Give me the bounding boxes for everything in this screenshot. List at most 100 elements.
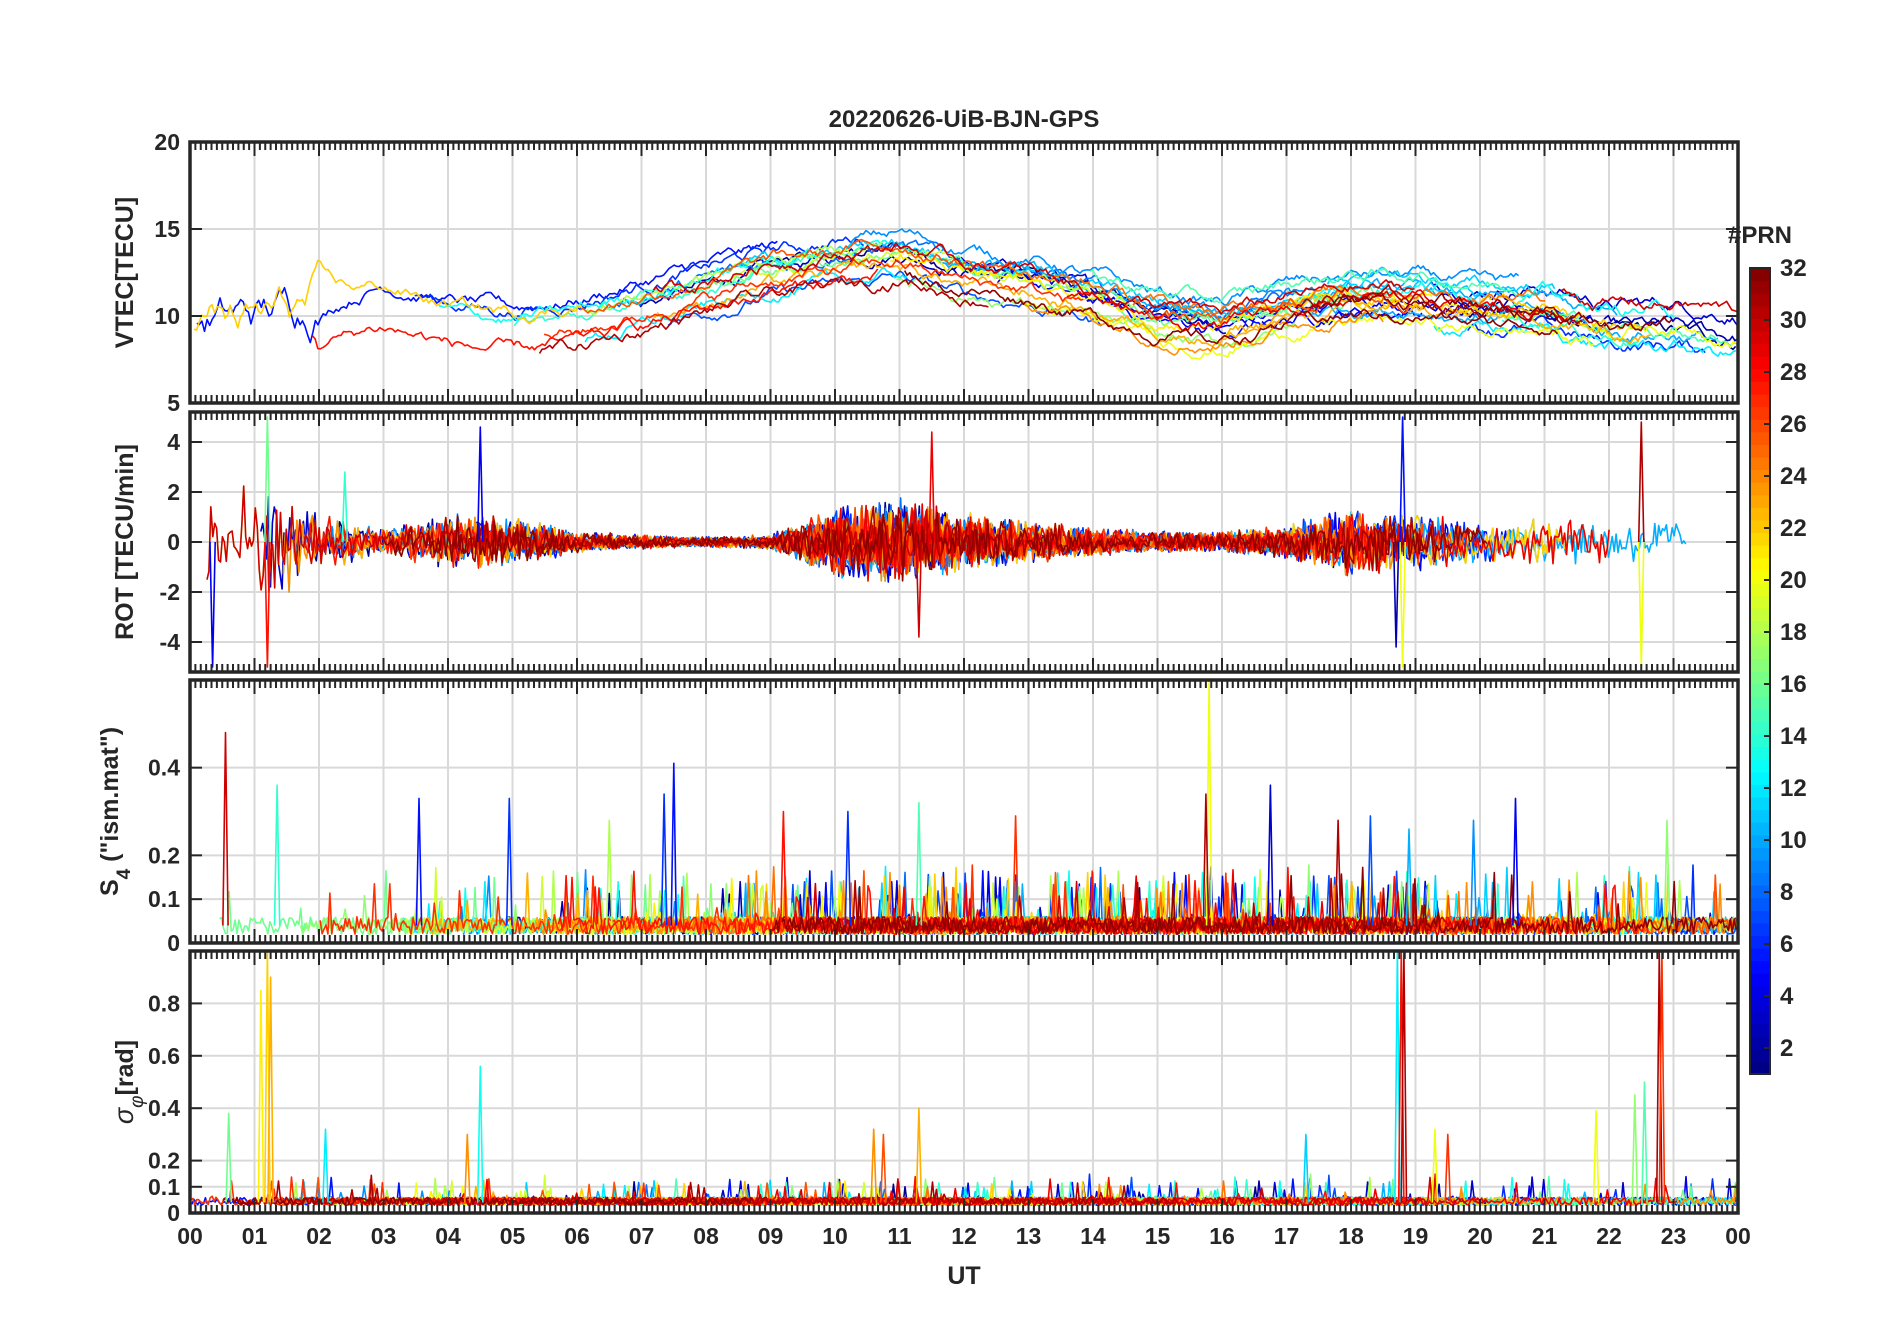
colorbar-tick-label: 30 bbox=[1780, 307, 1807, 334]
x-tick-label: 02 bbox=[306, 1223, 332, 1249]
y-tick-label: 15 bbox=[154, 216, 180, 242]
colorbar-tick-label: 20 bbox=[1780, 567, 1807, 594]
x-tick-label: 07 bbox=[629, 1223, 655, 1249]
x-tick-label: 08 bbox=[693, 1223, 719, 1249]
colorbar-step bbox=[1750, 582, 1770, 597]
peak-1 bbox=[267, 976, 274, 1203]
colorbar-step bbox=[1750, 368, 1770, 382]
colorbar-step bbox=[1750, 733, 1770, 748]
series-prn-15 bbox=[1089, 268, 1527, 304]
grid bbox=[190, 951, 1738, 1213]
x-tick-label: 21 bbox=[1532, 1223, 1558, 1249]
colorbar-step bbox=[1750, 771, 1770, 785]
peak-10 bbox=[844, 810, 852, 926]
colorbar-step bbox=[1750, 469, 1770, 483]
series-prn-30-b bbox=[1561, 288, 1738, 313]
colorbar-step bbox=[1750, 532, 1770, 546]
colorbar-step bbox=[1750, 608, 1770, 622]
y-tick-label: 0 bbox=[167, 529, 180, 555]
colorbar-step bbox=[1750, 658, 1770, 672]
series-prn-32 bbox=[222, 1196, 753, 1206]
peak-1 bbox=[264, 541, 271, 668]
colorbar-step bbox=[1750, 696, 1770, 710]
axes-frame bbox=[188, 949, 1740, 1215]
peak-2 bbox=[209, 541, 216, 668]
peak-2 bbox=[660, 793, 668, 926]
colorbar-tick-label: 10 bbox=[1780, 827, 1807, 854]
peak-6 bbox=[1399, 541, 1406, 668]
peak-10 bbox=[1641, 1081, 1648, 1203]
peak-4 bbox=[1397, 951, 1405, 1203]
colorbar-step bbox=[1750, 507, 1770, 521]
panel-vtec: 5 10 15 20 VTEC[TECU] bbox=[111, 129, 1740, 416]
peak-18 bbox=[605, 819, 613, 926]
x-tick-label: 20 bbox=[1467, 1223, 1493, 1249]
colorbar-step bbox=[1750, 545, 1770, 559]
x-tick-label: 19 bbox=[1403, 1223, 1429, 1249]
peak-13 bbox=[273, 784, 281, 926]
colorbar-step bbox=[1750, 796, 1770, 811]
colorbar-step bbox=[1750, 431, 1770, 445]
colorbar-step bbox=[1750, 444, 1770, 458]
peak-20 bbox=[880, 1133, 887, 1203]
series-prn-31 bbox=[538, 277, 989, 354]
x-tick-label: 06 bbox=[564, 1223, 590, 1249]
colorbar-step bbox=[1750, 381, 1770, 395]
colorbar-step bbox=[1750, 456, 1770, 471]
colorbar-step bbox=[1750, 897, 1770, 911]
colorbar-step bbox=[1750, 847, 1770, 861]
peak-8 bbox=[1637, 421, 1645, 543]
colorbar-step bbox=[1750, 721, 1770, 735]
colorbar-tick-label: 28 bbox=[1780, 359, 1807, 386]
colorbar-tick-label: 24 bbox=[1780, 463, 1807, 490]
series-prn-30 bbox=[652, 242, 1415, 315]
colorbar-step bbox=[1750, 519, 1770, 534]
series-prn-29 bbox=[1066, 289, 1568, 332]
colorbar-step bbox=[1750, 834, 1770, 848]
y-tick-label: 20 bbox=[154, 129, 180, 155]
x-tick-label: 00 bbox=[1725, 1223, 1751, 1249]
y-tick-label: 0.8 bbox=[148, 990, 180, 1016]
x-axis-label: UT bbox=[947, 1262, 980, 1290]
series-group bbox=[193, 228, 1738, 360]
peak-9 bbox=[915, 801, 923, 926]
colorbar-step bbox=[1750, 305, 1770, 319]
colorbar-step bbox=[1750, 595, 1770, 609]
axes-frame bbox=[188, 410, 1740, 674]
colorbar-step bbox=[1750, 960, 1770, 974]
colorbar-step bbox=[1750, 268, 1770, 282]
peak-19 bbox=[1405, 828, 1413, 926]
colorbar-step bbox=[1750, 343, 1770, 357]
series-prn-22 bbox=[193, 259, 582, 331]
colorbar-step bbox=[1750, 645, 1770, 660]
peak-4 bbox=[1202, 793, 1210, 926]
y-tick-label: 0.2 bbox=[148, 842, 180, 868]
peak-11 bbox=[780, 810, 787, 926]
colorbar-step bbox=[1750, 872, 1770, 886]
peak-3 bbox=[928, 431, 936, 543]
colorbar-tick-label: 18 bbox=[1780, 619, 1807, 646]
x-tick-label: 05 bbox=[500, 1223, 526, 1249]
colorbar-step bbox=[1750, 885, 1770, 899]
y-tick-label: 0.2 bbox=[148, 1148, 180, 1174]
peak-5 bbox=[1400, 951, 1408, 1203]
series-prn-32 bbox=[772, 866, 1737, 935]
colorbar-step bbox=[1750, 973, 1770, 987]
colorbar-step bbox=[1750, 1048, 1770, 1063]
x-tick-label: 09 bbox=[758, 1223, 784, 1249]
axes-frame bbox=[188, 678, 1740, 945]
y-tick-label: 0 bbox=[167, 930, 180, 956]
y-tick-label: 10 bbox=[154, 303, 180, 329]
colorbar-step bbox=[1750, 1036, 1770, 1050]
series-prn-6 bbox=[414, 236, 865, 322]
colorbar-step bbox=[1750, 356, 1770, 370]
colorbar-step bbox=[1750, 922, 1770, 937]
panel-rot: -4 -2 0 2 4 ROT [TECU/min] bbox=[111, 410, 1740, 674]
peak-11 bbox=[1631, 1094, 1639, 1203]
x-tick-label: 17 bbox=[1274, 1223, 1300, 1249]
peak-15 bbox=[1334, 819, 1342, 926]
colorbar-step bbox=[1750, 570, 1770, 584]
peak-11 bbox=[341, 471, 349, 543]
peak-14 bbox=[1367, 815, 1374, 926]
